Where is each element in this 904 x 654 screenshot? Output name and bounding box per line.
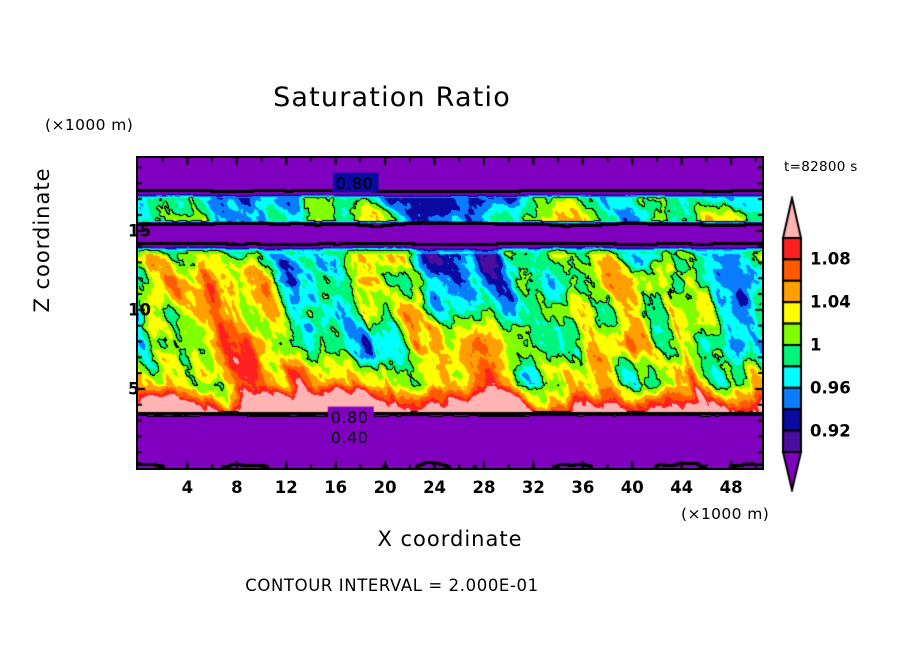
x-tick-label: 12: [274, 478, 298, 497]
x-axis-units-label: (×1000 m): [681, 505, 770, 523]
colorbar-tick-label: 0.92: [810, 421, 851, 441]
colorbar-tick-label: 1.08: [810, 249, 851, 269]
y-tick-label: 15: [128, 221, 151, 241]
contour-label-lower-040: 0.40: [330, 428, 369, 448]
contour-interval-caption: CONTOUR INTERVAL = 2.000E-01: [245, 576, 539, 595]
contour-label-lower-080: 0.80: [330, 407, 369, 427]
colorbar-tick-label: 0.96: [810, 378, 851, 398]
contour-plot-area: 0.80 0.80 0.40: [136, 156, 764, 470]
x-tick-label: 20: [373, 478, 397, 497]
x-tick-label: 28: [472, 478, 496, 497]
x-tick-label: 32: [521, 478, 545, 497]
y-tick-label: 5: [128, 379, 140, 399]
colorbar-tick-label: 1.04: [810, 292, 851, 312]
y-tick-label: 10: [128, 300, 151, 320]
x-tick-label: 44: [670, 478, 694, 497]
x-tick-label: 40: [620, 478, 644, 497]
time-stamp-label: t=82800 s: [784, 159, 858, 175]
page-title: Saturation Ratio: [273, 82, 511, 113]
x-tick-label: 48: [719, 478, 743, 497]
colorbar-swatches: [777, 196, 807, 492]
y-axis-units-label: (×1000 m): [45, 116, 134, 134]
x-axis-title: X coordinate: [377, 527, 523, 551]
contour-label-upper: 0.80: [335, 173, 374, 193]
colorbar-tick-label: 1: [810, 335, 822, 355]
x-tick-label: 36: [571, 478, 595, 497]
x-tick-label: 16: [324, 478, 348, 497]
colorbar: [777, 196, 807, 492]
saturation-ratio-field: [138, 158, 762, 468]
x-tick-label: 8: [231, 478, 243, 497]
x-tick-label: 24: [423, 478, 447, 497]
y-axis-title: Z coordinate: [30, 167, 54, 313]
x-tick-label: 4: [181, 478, 194, 497]
